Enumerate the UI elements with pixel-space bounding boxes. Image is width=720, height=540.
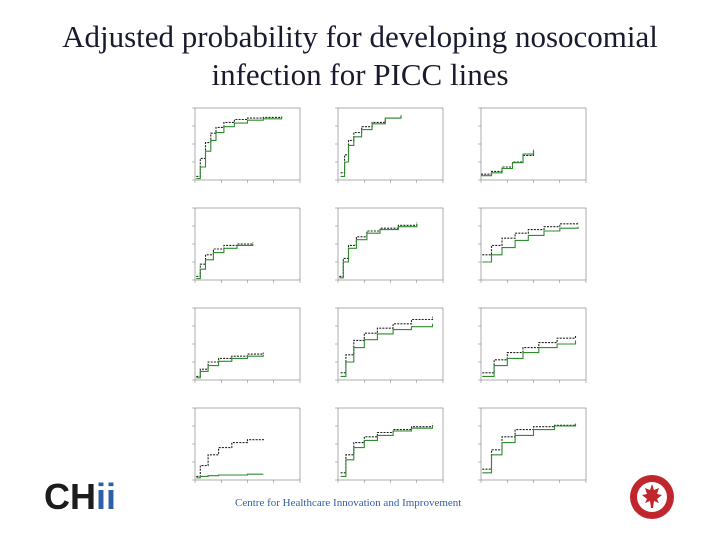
series-line-B	[196, 116, 283, 180]
title-line-2: infection for PICC lines	[211, 57, 509, 92]
series-line-B	[340, 425, 434, 477]
series-line-B	[339, 223, 418, 279]
series-line-A	[340, 115, 402, 174]
slide-title: Adjusted probability for developing noso…	[0, 18, 720, 94]
series-line-B	[340, 323, 434, 377]
plot-frame	[480, 207, 587, 281]
panel-5	[335, 207, 444, 283]
logo-ii: ii	[96, 476, 116, 517]
panel-2	[335, 107, 444, 183]
series-line-B	[340, 115, 402, 177]
series-line-B	[196, 354, 264, 379]
series-line-B	[482, 340, 577, 377]
panel-9	[478, 307, 587, 383]
series-line-A	[196, 438, 264, 477]
panel-7	[192, 307, 301, 383]
series-line-A	[482, 423, 577, 470]
panel-6	[478, 207, 587, 283]
plot-frame	[480, 407, 587, 481]
maple-leaf-shape	[642, 484, 662, 508]
panel-12	[478, 407, 587, 483]
series-line-A	[196, 242, 254, 277]
series-line-B	[482, 226, 579, 263]
series-line-A	[339, 222, 418, 277]
plot-frame	[480, 107, 587, 181]
series-line-A	[481, 149, 535, 175]
title-line-1: Adjusted probability for developing noso…	[62, 19, 658, 54]
series-line-B	[196, 244, 254, 280]
panel-1	[192, 107, 301, 183]
panel-10	[192, 407, 301, 483]
series-line-A	[196, 116, 283, 177]
panel-8	[335, 307, 444, 383]
series-line-A	[482, 222, 579, 256]
series-line-A	[340, 316, 434, 374]
logo-ch: CH	[44, 476, 96, 517]
chart-grid	[165, 100, 595, 490]
series-line-B	[482, 423, 577, 474]
series-line-A	[482, 335, 577, 374]
series-line-A	[196, 352, 264, 377]
series-line-B	[481, 149, 535, 177]
series-line-A	[340, 423, 434, 474]
panel-4	[192, 207, 301, 283]
series-line-B	[196, 473, 264, 479]
plot-frame	[194, 307, 301, 381]
chii-logo-icon: CHii	[44, 476, 116, 517]
panel-11	[335, 407, 444, 483]
small-multiples-svg	[192, 107, 587, 483]
plot-frame	[337, 207, 444, 281]
footer-text: Centre for Healthcare Innovation and Imp…	[235, 497, 462, 509]
maple-leaf-seal-icon	[630, 475, 674, 519]
panel-3	[478, 107, 587, 183]
logo-text: CHii	[44, 476, 116, 517]
plot-frame	[194, 407, 301, 481]
